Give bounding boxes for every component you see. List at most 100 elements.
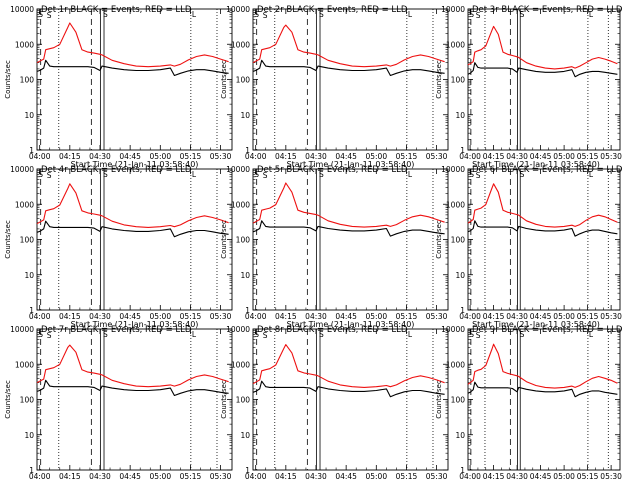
y-axis-label: Counts/sec	[220, 220, 228, 259]
x-tick-label: 05:30	[210, 152, 232, 161]
x-tick-label: 05:30	[600, 312, 622, 321]
plot-frame	[467, 8, 621, 151]
events-series-line	[467, 220, 618, 237]
time-marker-label: S	[476, 331, 481, 340]
x-tick-label: 04:15	[59, 152, 81, 161]
y-tick-label: 1000	[231, 200, 250, 209]
time-marker-label: L	[408, 170, 413, 179]
time-marker-label: S	[263, 331, 268, 340]
y-tick-label: 1	[460, 146, 465, 155]
x-tick-label: 04:45	[530, 472, 552, 480]
time-marker-label: S	[254, 330, 259, 339]
y-axis-label: Counts/sec	[4, 220, 12, 259]
x-tick-label: 05:00	[553, 152, 575, 161]
x-axis-label: Start Time (21-Jan-11 03:58:40)	[287, 160, 415, 169]
panel-title: Det 2r BLACK = Events, RED = LLD	[257, 5, 408, 15]
y-tick-label: 10	[24, 111, 34, 120]
x-tick-label: 04:15	[483, 152, 505, 161]
time-marker-label: S	[254, 170, 259, 179]
y-tick-label: 10	[455, 431, 465, 440]
panel-title: Det 8r BLACK = Events, RED = LLD	[257, 325, 408, 335]
plot-frame	[36, 168, 233, 311]
x-tick-label: 04:15	[59, 472, 81, 480]
x-tick-label: 04:15	[483, 472, 505, 480]
x-tick-label: 04:45	[119, 472, 141, 480]
x-tick-label: 04:00	[459, 152, 481, 161]
time-marker-label: S	[319, 170, 324, 179]
x-tick-label: 05:30	[600, 472, 622, 480]
detector-panel-3: 1 10 100 1000 10000 04:00 04:15 04:30 04:45 05:00…	[435, 5, 623, 169]
x-tick-label: 04:30	[89, 152, 111, 161]
x-tick-label: 05:30	[210, 472, 232, 480]
detector-panel-2: 1 10 100 1000 10000 04:00 04:15 04:30 04:45 05:00…	[220, 5, 449, 169]
plot-frame	[467, 328, 621, 471]
lld-series-line	[252, 24, 445, 68]
time-marker-label: S	[476, 171, 481, 180]
x-tick-label: 05:00	[149, 152, 171, 161]
time-marker-label: L	[408, 10, 413, 19]
x-tick-label: 05:15	[396, 472, 418, 480]
x-tick-label: 05:15	[396, 312, 418, 321]
x-tick-label: 04:30	[305, 472, 327, 480]
x-tick-label: 04:30	[305, 152, 327, 161]
y-axis-label: Counts/sec	[220, 60, 228, 99]
time-marker-label: L	[192, 10, 197, 19]
time-marker-label: S	[469, 170, 474, 179]
y-tick-label: 1	[245, 466, 250, 475]
x-tick-label: 05:30	[210, 312, 232, 321]
x-tick-label: 05:15	[577, 312, 599, 321]
x-tick-label: 04:00	[459, 472, 481, 480]
x-tick-label: 05:15	[180, 472, 202, 480]
time-marker-label: S	[103, 10, 108, 19]
detector-panel-8: 1 10 100 1000 10000 04:00 04:15 04:30 04:45 05:00…	[220, 325, 449, 485]
y-tick-label: 100	[236, 76, 251, 85]
time-marker-label: S	[476, 11, 481, 20]
x-tick-label: 04:15	[275, 472, 297, 480]
y-tick-label: 100	[236, 236, 251, 245]
time-marker-label: S	[469, 10, 474, 19]
events-series-line	[467, 62, 618, 78]
y-tick-label: 1	[29, 146, 34, 155]
x-tick-label: 04:30	[89, 312, 111, 321]
time-marker-label: S	[263, 11, 268, 20]
time-marker-label: S	[254, 10, 259, 19]
panel-title: Det 1r BLACK = Events, RED = LLD	[41, 5, 192, 15]
y-tick-label: 10	[24, 431, 34, 440]
x-tick-label: 05:00	[149, 312, 171, 321]
y-tick-label: 1	[245, 306, 250, 315]
time-marker-label: L	[192, 330, 197, 339]
time-marker-label: S	[47, 171, 52, 180]
panel-title: Det 4r BLACK = Events, RED = LLD	[41, 165, 192, 175]
y-tick-label: 1	[245, 146, 250, 155]
y-tick-label: 10000	[441, 165, 465, 174]
x-tick-label: 05:30	[426, 472, 448, 480]
panel-title: Det 9r BLACK = Events, RED = LLD	[472, 325, 623, 335]
x-tick-label: 04:45	[530, 152, 552, 161]
y-tick-label: 1	[460, 306, 465, 315]
y-tick-label: 1000	[446, 40, 465, 49]
time-marker-label: S	[520, 330, 525, 339]
x-tick-label: 05:00	[365, 312, 387, 321]
time-marker-label: S	[38, 170, 43, 179]
x-tick-label: 04:30	[89, 472, 111, 480]
x-tick-label: 04:00	[29, 472, 51, 480]
x-tick-label: 05:15	[577, 472, 599, 480]
panel-title: Det 5r BLACK = Events, RED = LLD	[257, 165, 408, 175]
x-axis-label: Start Time (21-Jan-11 03:58:40)	[71, 160, 199, 169]
x-tick-label: 04:45	[119, 152, 141, 161]
y-tick-label: 100	[451, 236, 466, 245]
x-tick-label: 04:30	[506, 312, 528, 321]
detector-panel-1: 1 10 100 1000 10000 04:00 04:15 04:30 04:45 05:00…	[4, 5, 233, 169]
lld-series-line	[467, 183, 618, 228]
x-tick-label: 05:00	[553, 312, 575, 321]
time-marker-label: L	[408, 330, 413, 339]
x-tick-label: 04:15	[59, 312, 81, 321]
x-tick-label: 05:00	[365, 472, 387, 480]
y-tick-label: 100	[20, 236, 35, 245]
time-marker-label: L	[589, 170, 594, 179]
time-marker-label: S	[103, 330, 108, 339]
y-tick-label: 1000	[15, 200, 34, 209]
y-axis-label: Counts/sec	[435, 220, 443, 259]
